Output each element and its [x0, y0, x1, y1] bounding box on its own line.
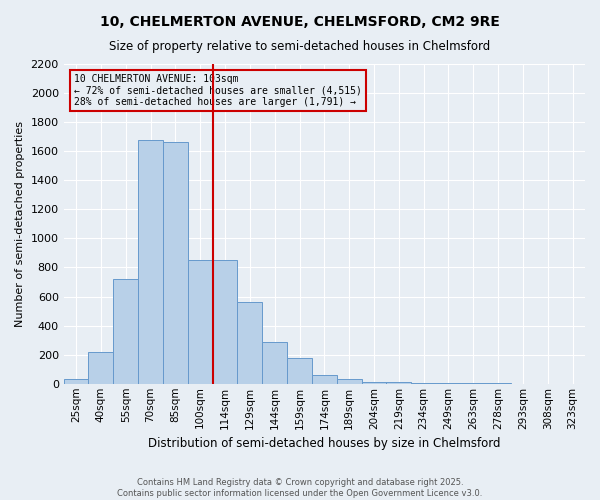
Bar	[362, 382, 386, 384]
Text: Size of property relative to semi-detached houses in Chelmsford: Size of property relative to semi-detach…	[109, 40, 491, 53]
Bar	[262, 342, 287, 384]
Bar	[386, 382, 411, 384]
Text: 10, CHELMERTON AVENUE, CHELMSFORD, CM2 9RE: 10, CHELMERTON AVENUE, CHELMSFORD, CM2 9…	[100, 15, 500, 29]
Bar	[287, 358, 312, 384]
X-axis label: Distribution of semi-detached houses by size in Chelmsford: Distribution of semi-detached houses by …	[148, 437, 500, 450]
Bar	[88, 352, 113, 384]
Bar	[138, 140, 163, 384]
Bar	[312, 375, 337, 384]
Bar	[411, 382, 436, 384]
Bar	[238, 302, 262, 384]
Text: Contains HM Land Registry data © Crown copyright and database right 2025.
Contai: Contains HM Land Registry data © Crown c…	[118, 478, 482, 498]
Bar	[212, 260, 238, 384]
Bar	[113, 279, 138, 384]
Bar	[188, 260, 212, 384]
Bar	[337, 380, 362, 384]
Bar	[163, 142, 188, 384]
Bar	[64, 380, 88, 384]
Y-axis label: Number of semi-detached properties: Number of semi-detached properties	[15, 121, 25, 327]
Bar	[436, 383, 461, 384]
Text: 10 CHELMERTON AVENUE: 103sqm
← 72% of semi-detached houses are smaller (4,515)
2: 10 CHELMERTON AVENUE: 103sqm ← 72% of se…	[74, 74, 362, 107]
